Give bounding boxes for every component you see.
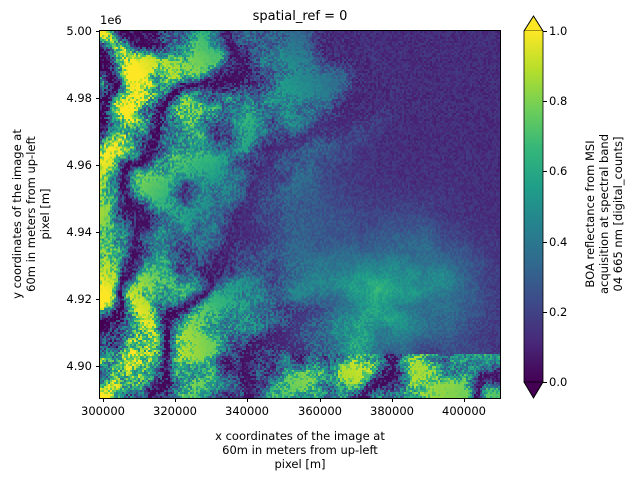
x-tick-label: 380000 xyxy=(370,404,414,418)
y-axis-offset-text: 1e6 xyxy=(100,13,122,27)
x-axis-label-line: x coordinates of the image at xyxy=(215,429,385,443)
y-tick-label: 5.00 xyxy=(66,24,92,38)
colorbar-tick-label: 0.8 xyxy=(549,94,568,108)
colorbar-tick-label: 0.2 xyxy=(549,305,568,319)
y-tick-label: 4.96 xyxy=(66,158,92,172)
colorbar-tick-label: 0.4 xyxy=(549,235,568,249)
y-tick-label: 4.94 xyxy=(66,225,92,239)
x-axis-label-line: 60m in meters from up-left xyxy=(222,443,378,457)
x-tick-label: 340000 xyxy=(225,404,269,418)
x-tick-label: 300000 xyxy=(81,404,125,418)
x-tick-label: 360000 xyxy=(298,404,342,418)
colorbar-label-line: acquisition at spectral band xyxy=(597,134,611,294)
colorbar-tick-label: 0.0 xyxy=(549,375,568,389)
colorbar-label-line: BOA reflectance from MSI xyxy=(583,140,597,288)
x-axis-label: x coordinates of the image at 60m in met… xyxy=(215,429,385,471)
reflectance-raster xyxy=(100,31,500,398)
y-tick-label: 4.90 xyxy=(66,359,92,373)
plot-area[interactable] xyxy=(99,30,501,399)
colorbar-body xyxy=(524,31,543,382)
y-tick-label: 4.98 xyxy=(66,91,92,105)
x-axis-label-line: pixel [m] xyxy=(274,457,326,471)
colorbar-tick-label: 1.0 xyxy=(549,24,568,38)
colorbar-outline xyxy=(523,15,544,399)
colorbar-label: BOA reflectance from MSI acquisition at … xyxy=(583,134,625,294)
colorbar-extend-max-triangle xyxy=(523,15,544,32)
colorbar-tick-label: 0.6 xyxy=(549,164,568,178)
x-tick-label: 400000 xyxy=(442,404,486,418)
colorbar-label-line: 04 665 nm [digital_counts] xyxy=(611,136,625,292)
figure-title: spatial_ref = 0 xyxy=(252,9,348,24)
colorbar-extend-min-triangle xyxy=(523,381,544,399)
y-tick-label: 4.92 xyxy=(66,292,92,306)
x-tick-label: 320000 xyxy=(153,404,197,418)
